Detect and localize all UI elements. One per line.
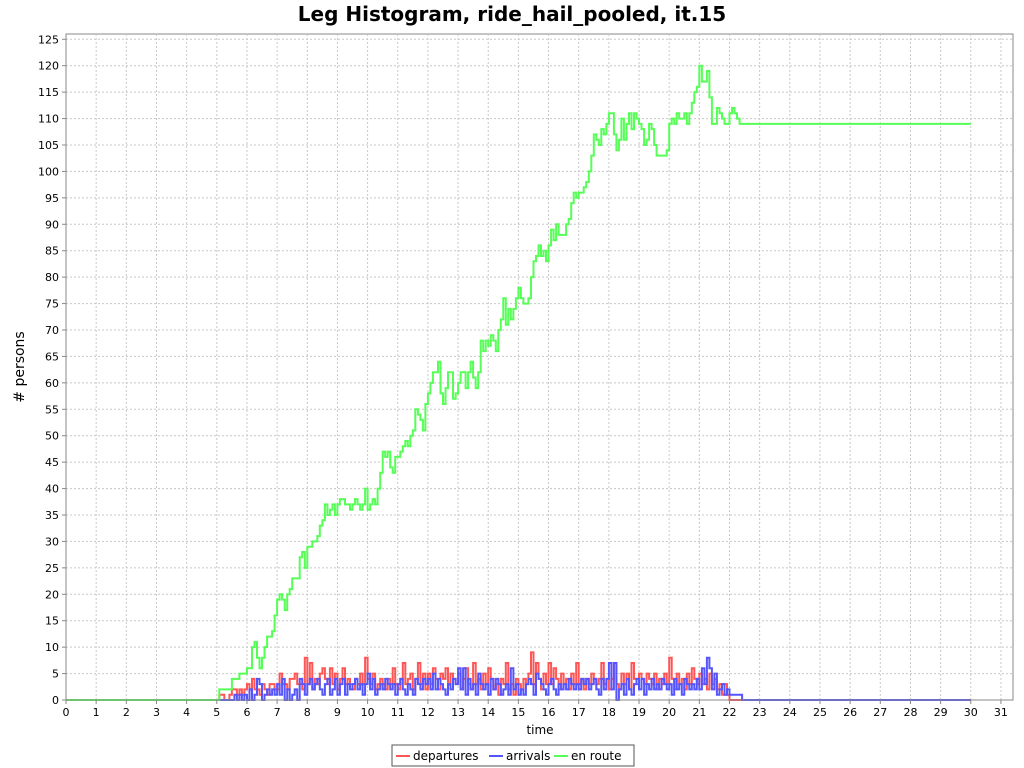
x-tick-label: 30 [964,706,978,719]
y-tick-label: 35 [45,509,59,522]
x-tick-label: 1 [93,706,100,719]
x-tick-label: 18 [602,706,616,719]
x-tick-label: 29 [934,706,948,719]
series-line-en-route [66,64,971,701]
x-tick-label: 9 [334,706,341,719]
legend-label-departures: departures [413,749,479,763]
x-tick-label: 4 [183,706,190,719]
y-axis-label: # persons [12,331,28,402]
x-tick-label: 27 [873,706,887,719]
x-tick-label: 7 [274,706,281,719]
y-tick-label: 40 [45,483,59,496]
y-tick-label: 120 [38,60,59,73]
x-tick-label: 13 [451,706,465,719]
x-tick-label: 2 [123,706,130,719]
chart-title: Leg Histogram, ride_hail_pooled, it.15 [298,2,726,26]
legend-box [391,744,635,767]
x-tick-label: 11 [391,706,405,719]
y-tick-label: 5 [52,668,59,681]
y-tick-label: 105 [38,139,59,152]
plot-area [65,33,1014,701]
y-tick-label: 0 [52,694,59,707]
y-tick-label: 75 [45,298,59,311]
x-tick-label: 15 [511,706,525,719]
x-tick-label: 23 [753,706,767,719]
x-tick-label: 14 [481,706,495,719]
x-tick-label: 25 [813,706,827,719]
x-tick-label: 8 [304,706,311,719]
x-tick-label: 26 [843,706,857,719]
x-tick-label: 24 [783,706,797,719]
legend: departures arrivals en route [391,744,635,767]
y-tick-label: 50 [45,430,59,443]
y-tick-label: 65 [45,350,59,363]
y-axis-ticks: 0 5 10 15 20 25 30 35 40 45 50 55 60 65 70 75 80 85 90 95 10… [38,33,66,707]
x-tick-label: 31 [994,706,1008,719]
y-tick-label: 95 [45,192,59,205]
y-tick-label: 10 [45,641,59,654]
y-tick-label: 55 [45,403,59,416]
series-line-departures [66,651,971,701]
x-tick-label: 20 [662,706,676,719]
x-tick-label: 0 [63,706,70,719]
y-tick-label: 80 [45,271,59,284]
y-tick-label: 15 [45,615,59,628]
x-tick-label: 16 [542,706,556,719]
y-tick-label: 20 [45,588,59,601]
x-tick-label: 19 [632,706,646,719]
x-tick-label: 10 [361,706,375,719]
x-tick-label: 21 [692,706,706,719]
y-tick-label: 90 [45,218,59,231]
x-tick-label: 6 [243,706,250,719]
x-tick-label: 17 [572,706,586,719]
x-axis-label: time [526,723,553,737]
y-tick-label: 115 [38,86,59,99]
x-tick-label: 12 [421,706,435,719]
x-axis-ticks: 0 1 2 3 4 5 6 7 8 9 10 11 12 13 14 15 16 17 18 19 20 21 22 23 24… [63,700,1008,719]
y-tick-label: 110 [38,113,59,126]
y-tick-label: 30 [45,535,59,548]
y-tick-label: 100 [38,165,59,178]
y-tick-label: 60 [45,377,59,390]
series-layer [66,64,971,701]
legend-label-arrivals: arrivals [506,749,550,763]
x-tick-label: 3 [153,706,160,719]
legend-label-en-route: en route [571,749,622,763]
x-tick-label: 28 [903,706,917,719]
series-line-arrivals [66,656,971,701]
y-tick-label: 70 [45,324,59,337]
x-tick-label: 22 [723,706,737,719]
y-tick-label: 45 [45,456,59,469]
y-tick-label: 125 [38,33,59,46]
x-tick-label: 5 [213,706,220,719]
y-tick-label: 25 [45,562,59,575]
y-tick-label: 85 [45,245,59,258]
